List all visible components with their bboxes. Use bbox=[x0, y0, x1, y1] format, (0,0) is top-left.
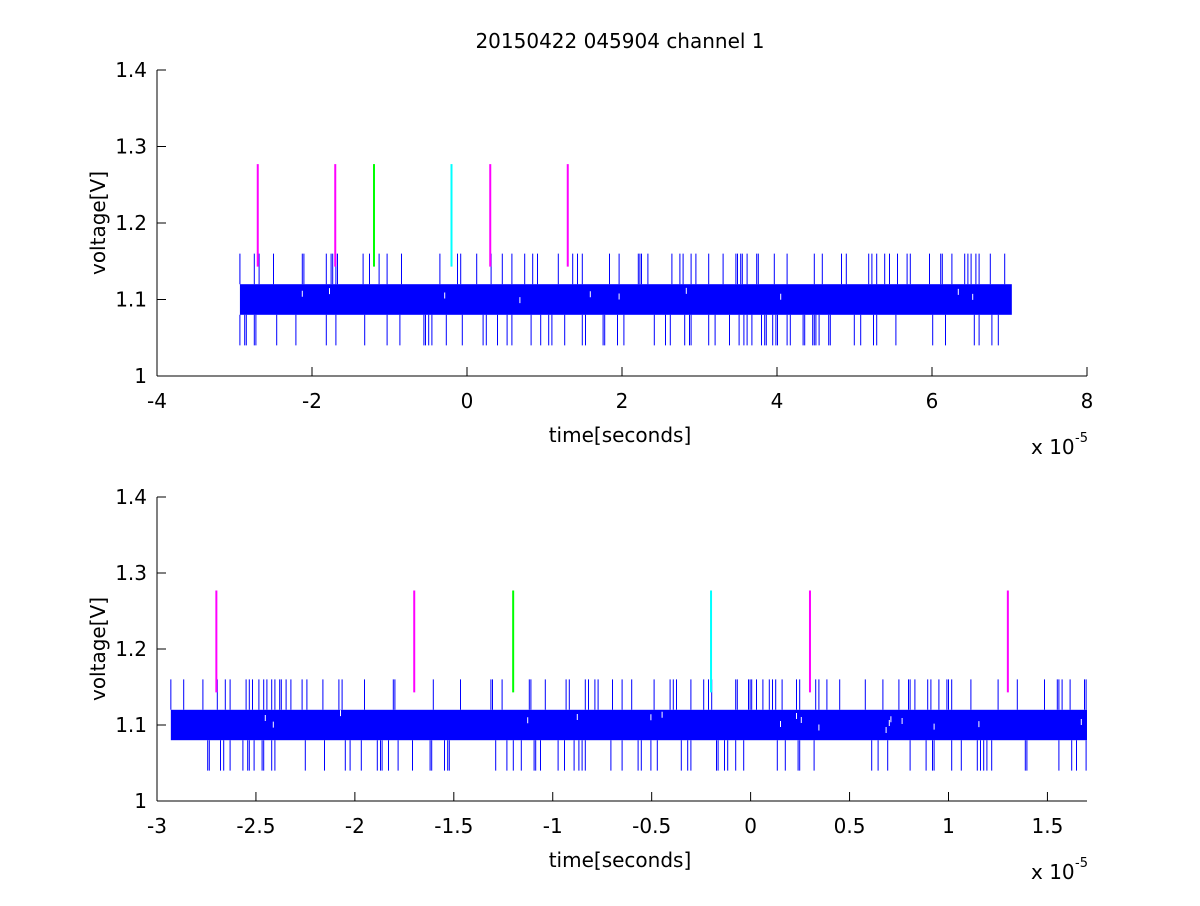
y-tick-label: 1.1 bbox=[115, 288, 147, 312]
x-tick-label: -1.5 bbox=[434, 814, 473, 838]
signal-spikes-high bbox=[170, 679, 1087, 710]
y-tick-label: 1.2 bbox=[115, 211, 147, 235]
x-tick-label: 6 bbox=[926, 389, 939, 413]
x-axis-multiplier-exponent: -5 bbox=[1075, 431, 1088, 446]
x-tick-label: 1.5 bbox=[1032, 814, 1064, 838]
x-axis-label: time[seconds] bbox=[549, 848, 692, 872]
x-tick-label: -1 bbox=[543, 814, 563, 838]
x-tick-label: 4 bbox=[771, 389, 784, 413]
y-axis-label: voltage[V] bbox=[86, 597, 110, 701]
bottom-plot: -3 -2.5 -2 -1.5 -1 -0.5 0 0.5 1 1.5 1 1.1 1.2 1.3 1.4 t… bbox=[86, 485, 1088, 884]
x-tick-label: 1 bbox=[942, 814, 955, 838]
signal-band-gaps bbox=[301, 287, 974, 304]
signal-spikes-low bbox=[239, 314, 999, 346]
x-tick-label: 0 bbox=[744, 814, 757, 838]
signal-spikes-low bbox=[207, 740, 1087, 771]
y-tick-label: 1.4 bbox=[115, 485, 147, 509]
top-plot: -4 -2 0 2 4 6 8 1 1.1 1.2 1.3 1.4 time[seconds] volta… bbox=[86, 58, 1093, 459]
y-tick-label: 1 bbox=[134, 789, 147, 813]
x-tick-label: -3 bbox=[147, 814, 167, 838]
y-axis-label: voltage[V] bbox=[86, 171, 110, 275]
x-tick-label: 2 bbox=[616, 389, 629, 413]
y-tick-label: 1.1 bbox=[115, 713, 147, 737]
x-tick-label: 0 bbox=[461, 389, 474, 413]
signal-band bbox=[239, 284, 1012, 315]
x-axis-multiplier: x 10 bbox=[1031, 860, 1075, 884]
x-tick-label: -4 bbox=[147, 389, 167, 413]
x-axis-multiplier: x 10 bbox=[1031, 435, 1075, 459]
signal-band-gaps bbox=[264, 710, 1082, 733]
signal-band bbox=[170, 709, 1087, 741]
y-tick-label: 1.4 bbox=[115, 58, 147, 82]
signal-spikes-high bbox=[239, 253, 1006, 285]
y-tick-label: 1.3 bbox=[115, 561, 147, 585]
x-axis-label: time[seconds] bbox=[549, 423, 692, 447]
x-tick-label: 0.5 bbox=[834, 814, 866, 838]
y-tick-label: 1.3 bbox=[115, 135, 147, 159]
y-tick-label: 1.2 bbox=[115, 637, 147, 661]
x-tick-label: -2.5 bbox=[236, 814, 275, 838]
x-tick-label: -2 bbox=[302, 389, 322, 413]
x-tick-label: -0.5 bbox=[632, 814, 671, 838]
y-tick-label: 1 bbox=[134, 364, 147, 388]
x-tick-label: 8 bbox=[1081, 389, 1094, 413]
x-axis-multiplier-exponent: -5 bbox=[1075, 856, 1088, 871]
x-tick-label: -2 bbox=[345, 814, 365, 838]
chart-title: 20150422 045904 channel 1 bbox=[475, 29, 764, 53]
